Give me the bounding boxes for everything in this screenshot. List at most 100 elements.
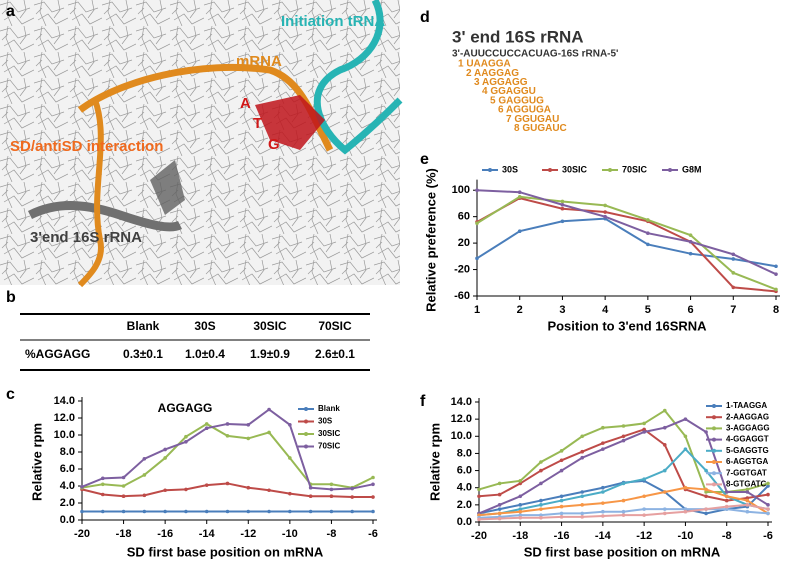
data-point [724, 494, 729, 499]
legend-label: 5-GAGGTG [726, 446, 769, 455]
data-point [246, 436, 251, 441]
data-point [100, 509, 105, 514]
y-tick-label: 4.0 [457, 482, 472, 494]
data-point [621, 498, 626, 503]
legend-label: 4-GGAGGT [726, 435, 769, 444]
data-point [745, 498, 750, 503]
codon-base: A [240, 95, 251, 112]
data-point [642, 427, 646, 432]
x-tick-label: 3 [559, 304, 565, 316]
data-point [560, 199, 565, 204]
table-header: 30SIC [253, 319, 287, 333]
data-point [497, 507, 502, 511]
data-point [704, 507, 708, 511]
data-point [225, 481, 230, 486]
data-point [662, 425, 667, 430]
sequence-item: 3 AGGAGG [474, 77, 528, 88]
data-point [350, 486, 355, 491]
data-point [539, 513, 543, 517]
series-line [476, 195, 777, 291]
data-point [225, 422, 230, 426]
panel-label: d [420, 9, 430, 26]
data-point [662, 490, 667, 494]
data-point [642, 507, 646, 511]
data-point [704, 494, 708, 499]
y-tick-label: 14.0 [54, 395, 75, 407]
data-point [288, 509, 292, 514]
data-point [559, 458, 564, 463]
data-point [601, 447, 605, 451]
codon-base: T [253, 115, 262, 132]
data-point [621, 481, 626, 486]
legend-swatch [712, 426, 716, 431]
data-point [766, 492, 770, 497]
data-point [539, 460, 543, 464]
y-tick-label: 12.0 [451, 413, 472, 425]
data-point [517, 190, 522, 194]
x-axis-label: Position to 3'end 16SRNA [547, 318, 707, 333]
legend-label: 30SIC [318, 429, 340, 438]
legend-label: G8M [682, 164, 702, 174]
data-point [766, 484, 770, 488]
data-point [267, 509, 271, 514]
structure-label: SD/antiSD interaction [10, 138, 163, 155]
y-tick-label: 6.0 [457, 464, 472, 476]
data-point [204, 509, 209, 514]
y-tick-label: 60 [458, 211, 470, 223]
x-axis-label: SD first base position on mRNA [524, 544, 721, 559]
data-point [704, 490, 708, 494]
data-point [704, 487, 708, 492]
structure-label: 3'end 16S rRNA [30, 229, 142, 246]
table-header: 30S [194, 319, 215, 333]
data-point [745, 490, 750, 494]
data-point [497, 511, 502, 516]
data-point [731, 285, 736, 290]
data-point [646, 242, 650, 247]
data-point [308, 494, 313, 499]
data-point [601, 425, 605, 430]
data-point [246, 423, 251, 427]
data-point [475, 221, 479, 226]
codon-base: G [268, 136, 280, 153]
legend-swatch [712, 448, 716, 453]
legend-label: 3-AGGAGG [726, 424, 770, 433]
data-point [642, 430, 646, 434]
legend-swatch [304, 419, 308, 424]
data-point [267, 407, 271, 412]
data-point [601, 501, 605, 505]
x-tick-label: -16 [157, 528, 173, 540]
data-point [350, 509, 355, 514]
x-tick-label: -14 [595, 530, 612, 542]
data-point [142, 509, 147, 514]
data-point [580, 434, 585, 439]
data-point [683, 434, 688, 439]
data-point [539, 498, 543, 503]
data-point [724, 490, 729, 494]
data-point [163, 456, 167, 460]
data-point [518, 509, 523, 514]
data-point [308, 509, 313, 514]
data-point [497, 516, 502, 521]
legend-swatch [712, 482, 716, 487]
sequence-item: 1 UAAGGA [458, 59, 511, 70]
data-point [204, 483, 209, 487]
data-point [80, 509, 84, 514]
x-tick-label: -12 [240, 528, 256, 540]
data-point [539, 503, 543, 507]
data-point [267, 430, 271, 435]
data-point [371, 509, 375, 514]
data-point [662, 443, 667, 447]
x-tick-label: -10 [282, 528, 298, 540]
data-point [477, 513, 481, 517]
data-point [642, 477, 646, 481]
data-point [724, 504, 729, 509]
data-point [704, 430, 708, 434]
legend-swatch [712, 404, 716, 408]
data-point [121, 475, 126, 480]
data-point [121, 494, 126, 499]
data-point [204, 426, 209, 431]
data-point [371, 495, 375, 499]
data-point [497, 503, 502, 507]
data-point [642, 494, 646, 499]
data-point [184, 487, 188, 492]
